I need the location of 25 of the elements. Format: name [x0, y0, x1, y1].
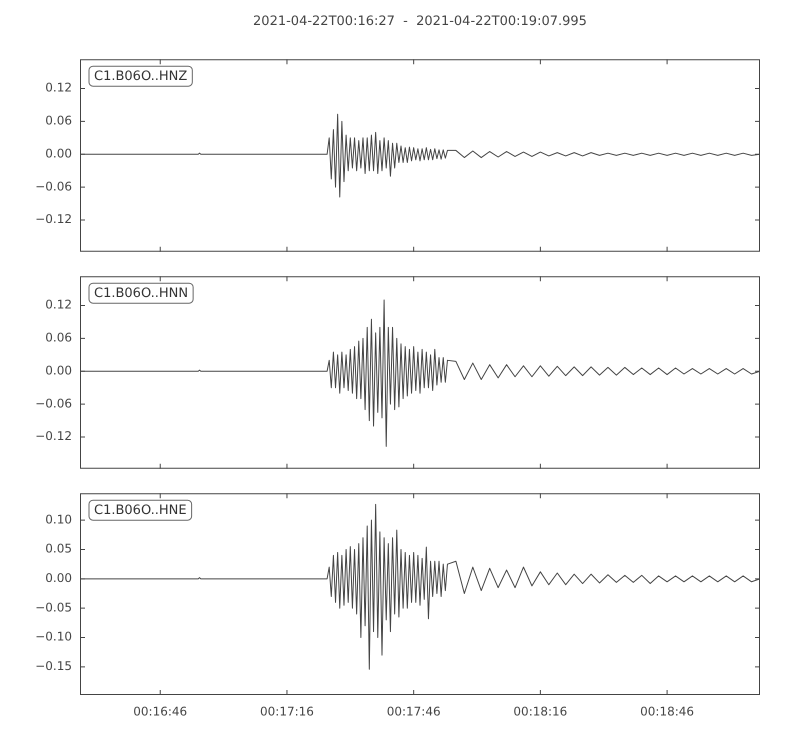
y-tick-label: 0.06	[45, 330, 72, 345]
y-tick-label: −0.12	[35, 429, 72, 444]
y-tick-label: 0.10	[45, 512, 72, 526]
x-tick-label: 00:17:46	[386, 704, 441, 718]
y-tick-label: −0.10	[35, 630, 72, 644]
y-tick-label: 0.00	[45, 570, 72, 585]
y-tick-label: 0.00	[45, 146, 72, 160]
y-tick-label: 0.12	[45, 80, 72, 95]
x-tick-label: 00:18:46	[640, 704, 694, 718]
y-tick-label: 0.05	[45, 542, 72, 556]
annotation: C1.B06O..HNZ	[94, 69, 188, 84]
x-tick-label: 00:18:16	[513, 704, 568, 718]
y-tick-label: 0.06	[45, 114, 72, 128]
x-tick-label: 00:17:16	[260, 704, 314, 718]
y-tick-label: −0.06	[35, 179, 72, 194]
x-tick-label: 00:16:46	[133, 704, 188, 718]
annotation: C1.B06O..HNN	[94, 286, 188, 302]
chart-title: 2021-04-22T00:16:27 - 2021-04-22T00:19:07.995	[252, 13, 588, 31]
y-tick-label: 0.00	[45, 363, 72, 378]
y-tick-label: −0.15	[35, 658, 72, 673]
y-tick-label: 0.12	[45, 298, 72, 312]
y-tick-label: −0.12	[35, 212, 72, 226]
annotation: C1.B06O..HNE	[94, 503, 187, 518]
y-tick-label: −0.06	[35, 396, 72, 410]
y-tick-label: −0.05	[35, 600, 72, 614]
